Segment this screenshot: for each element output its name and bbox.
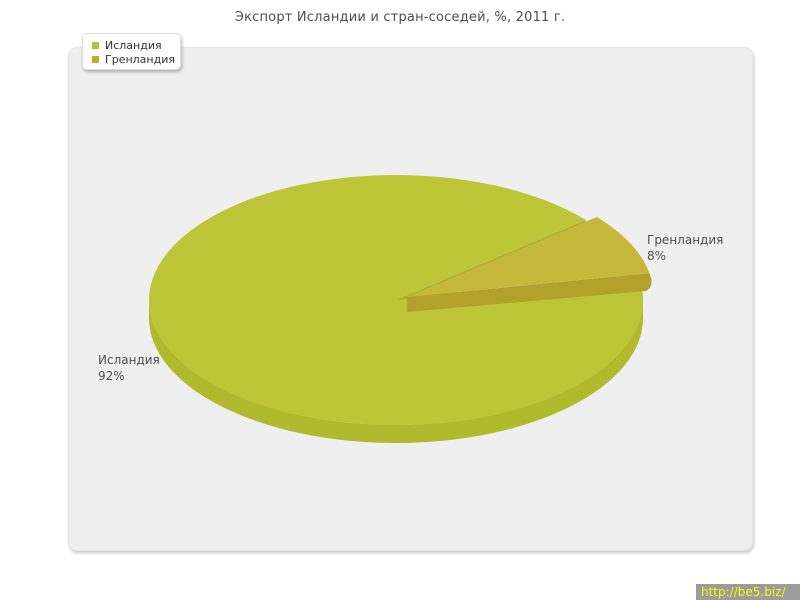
slice-label-greenland-name: Гренландия [647, 233, 724, 247]
legend-label-iceland: Исландия [105, 39, 162, 52]
slice-label-iceland: Исландия 92% [98, 352, 160, 384]
legend-item-greenland: Гренландия [92, 53, 180, 66]
slice-label-greenland-value: 8% [647, 249, 667, 263]
pie-slice-greenland-side [407, 273, 652, 312]
slice-label-greenland: Гренландия 8% [647, 232, 723, 264]
pie-slice-greenland [407, 217, 650, 297]
legend-swatch-iceland [92, 42, 99, 49]
slice-label-iceland-value: 92% [98, 369, 125, 383]
chart-title: Экспорт Исландии и стран-соседей, %, 201… [234, 10, 566, 25]
legend: Исландия Гренландия [82, 33, 181, 70]
slice-label-iceland-name: Исландия [98, 353, 160, 367]
legend-label-greenland: Гренландия [105, 53, 175, 66]
pie-slice-iceland [149, 175, 644, 426]
watermark-link[interactable]: http://be5.biz/ [696, 584, 800, 600]
legend-swatch-greenland [92, 56, 99, 63]
legend-item-iceland: Исландия [92, 39, 180, 52]
